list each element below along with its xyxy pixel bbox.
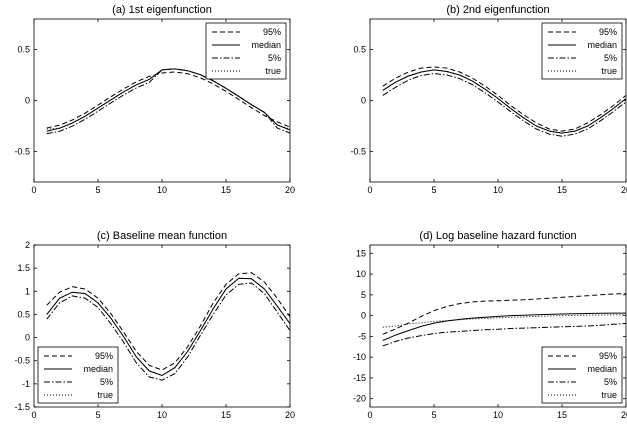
x-tick-label: 20 bbox=[621, 410, 627, 420]
y-tick-label: 0 bbox=[25, 333, 30, 343]
panel-4: (d) Log baseline hazard function 0 5 10 15 20… bbox=[353, 230, 627, 420]
legend-label: median bbox=[83, 364, 113, 374]
y-tick-label: 0 bbox=[361, 311, 366, 321]
y-tick-label: 1.5 bbox=[17, 263, 30, 273]
series-line-true bbox=[382, 314, 626, 328]
x-tick-label: 15 bbox=[221, 185, 231, 195]
panel-title: (b) 2nd eigenfunction bbox=[446, 4, 549, 16]
y-tick-label: 0 bbox=[361, 96, 366, 106]
legend: 95% median 5% true bbox=[205, 22, 287, 80]
x-tick-label: 5 bbox=[95, 185, 100, 195]
series-line-5pct bbox=[382, 323, 626, 347]
x-tick-label: 10 bbox=[493, 185, 503, 195]
x-tick-label: 20 bbox=[285, 410, 295, 420]
y-tick-label: 0.5 bbox=[353, 45, 366, 55]
legend-label: true bbox=[601, 66, 617, 76]
legend-box bbox=[205, 22, 287, 80]
y-tick-label: -1.5 bbox=[14, 402, 30, 412]
series-group bbox=[382, 293, 626, 347]
series-group bbox=[46, 68, 290, 135]
legend-label: 95% bbox=[263, 27, 281, 37]
x-tick-label: 5 bbox=[95, 410, 100, 420]
x-tick-label: 5 bbox=[431, 185, 436, 195]
legend-label: true bbox=[97, 390, 113, 400]
y-tick-label: 15 bbox=[356, 248, 366, 258]
series-line-5pct bbox=[46, 68, 290, 135]
y-tick-label: 2 bbox=[25, 240, 30, 250]
panel-title: (c) Baseline mean function bbox=[97, 230, 227, 242]
y-tick-label: 5 bbox=[361, 290, 366, 300]
x-tick-label: 15 bbox=[557, 410, 567, 420]
legend-label: 5% bbox=[100, 377, 113, 387]
y-tick-label: 0 bbox=[25, 96, 30, 106]
y-tick-label: -20 bbox=[353, 394, 366, 404]
series-line-5pct bbox=[382, 72, 626, 137]
legend: 95% median 5% true bbox=[541, 346, 623, 404]
series-line-95pct bbox=[46, 71, 290, 129]
legend: 95% median 5% true bbox=[37, 346, 119, 404]
series-group bbox=[382, 66, 626, 137]
y-tick-label: -15 bbox=[353, 373, 366, 383]
x-tick-label: 5 bbox=[431, 410, 436, 420]
x-tick-label: 0 bbox=[367, 185, 372, 195]
series-group bbox=[46, 272, 290, 381]
panel-title: (d) Log baseline hazard function bbox=[419, 230, 576, 242]
legend-label: median bbox=[587, 364, 617, 374]
x-tick-label: 15 bbox=[221, 410, 231, 420]
y-tick-label: 0.5 bbox=[17, 45, 30, 55]
panel-2: (b) 2nd eigenfunction 0 5 10 15 20 -0.5 0 0.5 95%… bbox=[350, 4, 627, 195]
y-tick-label: 0.5 bbox=[17, 309, 30, 319]
legend-label: 95% bbox=[95, 351, 113, 361]
y-tick-label: 1 bbox=[25, 286, 30, 296]
series-line-95pct bbox=[382, 66, 626, 132]
legend-box bbox=[37, 346, 119, 404]
y-tick-label: 10 bbox=[356, 269, 366, 279]
x-tick-label: 15 bbox=[557, 185, 567, 195]
x-tick-label: 0 bbox=[367, 410, 372, 420]
series-line-95pct bbox=[382, 293, 626, 335]
x-tick-label: 20 bbox=[621, 185, 627, 195]
x-tick-label: 10 bbox=[493, 410, 503, 420]
legend-label: true bbox=[265, 66, 281, 76]
x-tick-label: 0 bbox=[31, 185, 36, 195]
y-tick-label: -1 bbox=[22, 379, 30, 389]
legend-label: median bbox=[251, 40, 281, 50]
legend-label: 95% bbox=[599, 27, 617, 37]
x-tick-label: 0 bbox=[31, 410, 36, 420]
series-line-true bbox=[382, 69, 626, 134]
legend-label: 5% bbox=[268, 53, 281, 63]
x-tick-label: 10 bbox=[157, 185, 167, 195]
y-tick-label: -10 bbox=[353, 352, 366, 362]
legend-label: true bbox=[601, 390, 617, 400]
legend-box bbox=[541, 346, 623, 404]
y-tick-label: -0.5 bbox=[14, 356, 30, 366]
y-tick-label: -5 bbox=[358, 331, 366, 341]
panel-1: (a) 1st eigenfunction 0 5 10 15 20 -0.5 0 0.5 95%… bbox=[14, 4, 295, 195]
series-line-median bbox=[46, 277, 290, 377]
y-tick-label: -0.5 bbox=[14, 146, 30, 156]
legend-label: 95% bbox=[599, 351, 617, 361]
series-line-median bbox=[382, 312, 626, 341]
legend-label: median bbox=[587, 40, 617, 50]
legend-label: 5% bbox=[604, 377, 617, 387]
x-tick-label: 20 bbox=[285, 185, 295, 195]
x-tick-label: 10 bbox=[157, 410, 167, 420]
legend: 95% median 5% true bbox=[541, 22, 623, 80]
legend-box bbox=[541, 22, 623, 80]
y-tick-label: -0.5 bbox=[350, 146, 366, 156]
panel-title: (a) 1st eigenfunction bbox=[112, 4, 212, 16]
legend-label: 5% bbox=[604, 53, 617, 63]
series-line-5pct bbox=[46, 282, 290, 381]
